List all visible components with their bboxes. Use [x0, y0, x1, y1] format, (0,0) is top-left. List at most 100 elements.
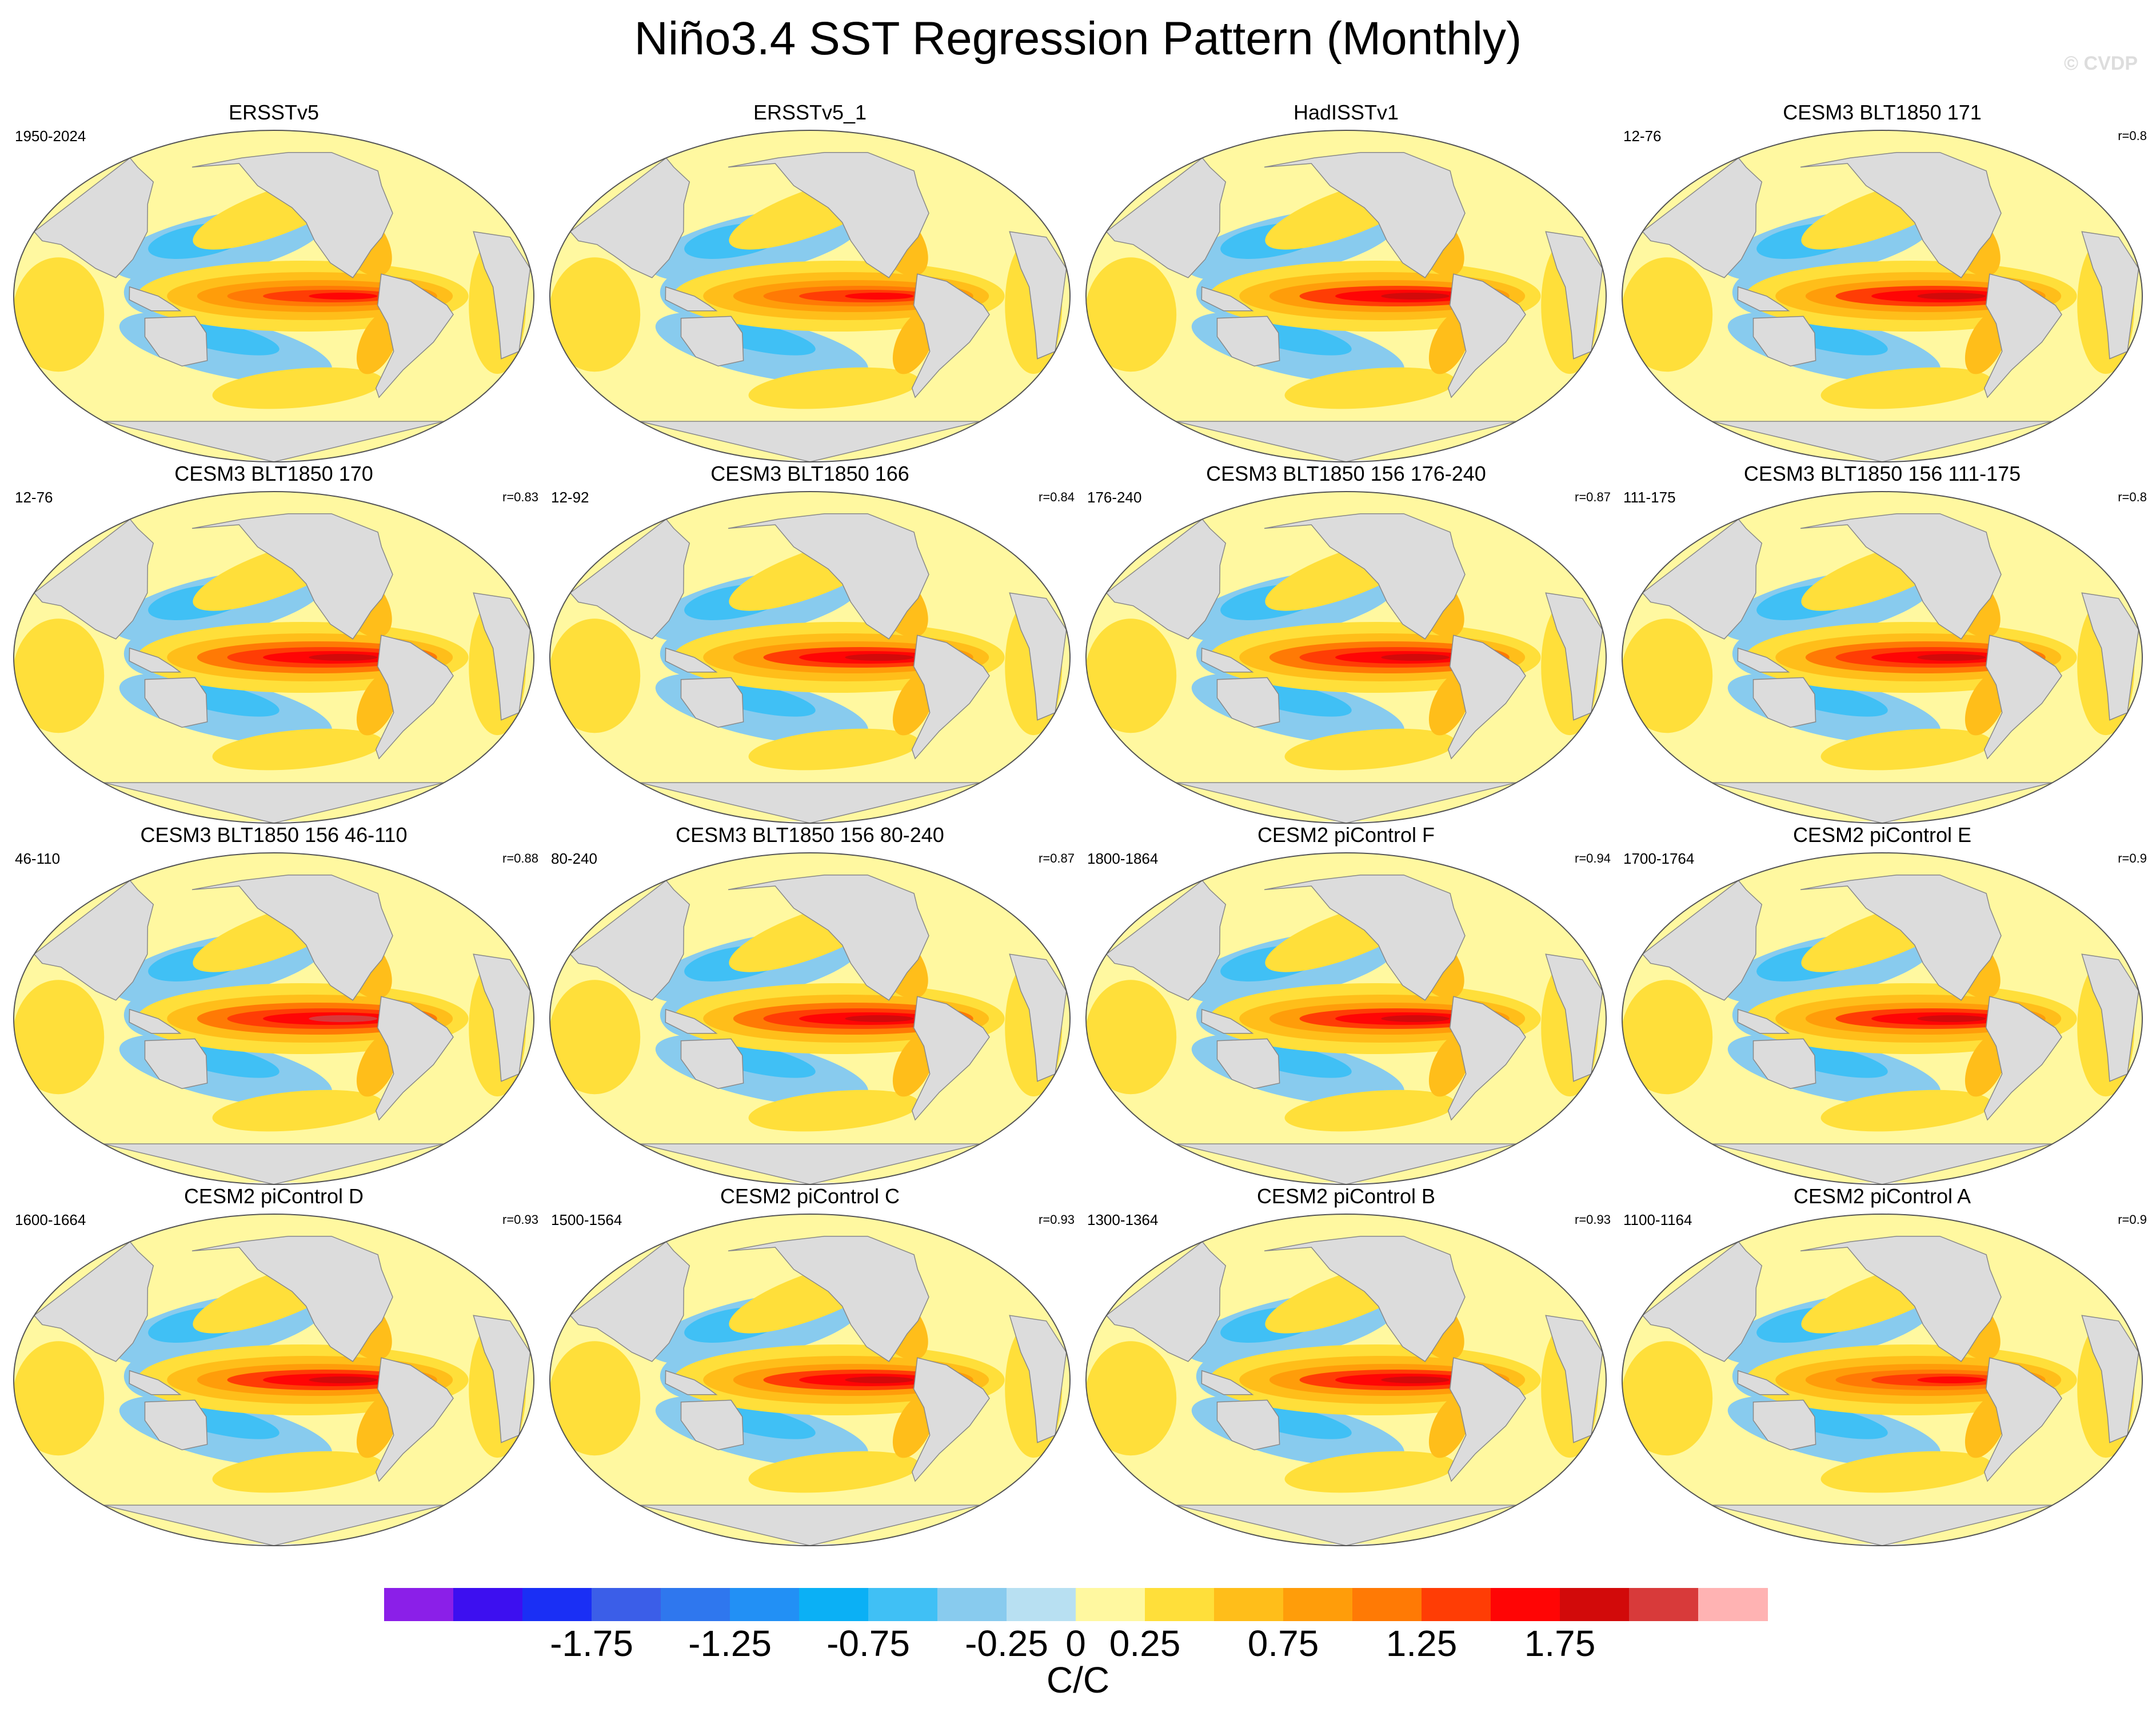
regression-contour	[309, 654, 378, 661]
regression-contour	[550, 257, 641, 372]
colorbar-swatch	[1629, 1588, 1699, 1621]
regression-contour	[14, 1341, 105, 1456]
map-panel: ERSSTv5 1950-2024	[6, 100, 542, 466]
panel-period: 12-76	[15, 489, 53, 506]
panel-title: CESM3 BLT1850 156 80-240	[676, 823, 944, 847]
robinson-map	[1622, 852, 2143, 1185]
land-mass	[1105, 880, 1227, 1001]
map-panel: CESM2 piControl E 1700-1764 r=0.9	[1614, 823, 2150, 1188]
colorbar-tick-label: -0.25	[965, 1623, 1048, 1664]
land-mass	[2081, 592, 2139, 721]
panel-title: CESM2 piControl C	[720, 1184, 900, 1208]
robinson-map	[1085, 491, 1607, 824]
land-mass	[375, 996, 454, 1121]
figure-title: Niño3.4 SST Regression Pattern (Monthly)	[634, 13, 1522, 65]
land-mass	[1175, 1143, 1517, 1184]
colorbar-tick-label: 0.75	[1247, 1623, 1319, 1664]
land-mass	[1216, 316, 1280, 367]
land-mass	[1105, 1241, 1227, 1362]
robinson-map	[1622, 1214, 2143, 1546]
colorbar-swatch	[1076, 1588, 1145, 1621]
regression-contour	[1284, 728, 1456, 771]
regression-contour	[1820, 1090, 1992, 1132]
panel-correlation: r=0.87	[1575, 490, 1611, 504]
land-mass	[665, 647, 718, 673]
land-mass	[1752, 677, 1816, 728]
regression-contour	[1622, 1341, 1713, 1456]
colorbar-tick-label: 0.25	[1109, 1623, 1181, 1664]
colorbar-swatch	[661, 1588, 730, 1621]
land-mass	[1175, 782, 1517, 823]
colorbar-swatch	[522, 1588, 592, 1621]
regression-contour	[1284, 367, 1456, 409]
panel-title: CESM3 BLT1850 156 176-240	[1206, 462, 1486, 485]
land-mass	[33, 518, 154, 640]
colorbar-swatch	[384, 1588, 454, 1621]
copyright-label: © CVDP	[2064, 53, 2138, 74]
land-mass	[129, 1370, 182, 1395]
robinson-map	[1622, 130, 2143, 462]
map-panel: CESM3 BLT1850 156 176-240 176-240 r=0.87	[1078, 461, 1614, 827]
land-mass	[1105, 157, 1227, 278]
land-mass	[1264, 513, 1466, 640]
map-panel: CESM3 BLT1850 170 12-76 r=0.83	[6, 461, 542, 827]
robinson-map	[13, 1214, 534, 1546]
regression-contour	[748, 1451, 920, 1493]
land-mass	[1983, 1357, 2062, 1482]
regression-contour	[1820, 1451, 1992, 1493]
map-outline	[549, 491, 1071, 824]
regression-contour	[1086, 257, 1177, 372]
regression-contour	[1086, 980, 1177, 1095]
land-mass	[129, 286, 182, 312]
map-outline	[549, 130, 1071, 462]
land-mass	[1201, 286, 1254, 312]
land-mass	[728, 1235, 929, 1362]
regression-contour	[1622, 618, 1713, 733]
panel-correlation: r=0.8	[2118, 490, 2147, 504]
land-mass	[1642, 1241, 1763, 1362]
panel-title: CESM2 piControl B	[1256, 1184, 1436, 1208]
colorbar-tick-label: -0.75	[827, 1623, 910, 1664]
land-mass	[103, 782, 445, 823]
regression-contour	[1086, 1341, 1177, 1456]
panel-correlation: r=0.94	[1575, 851, 1611, 865]
panel-title: ERSSTv5	[228, 101, 320, 124]
regression-contour	[1820, 728, 1992, 771]
colorbar-swatch	[1698, 1588, 1768, 1621]
robinson-map	[549, 1214, 1071, 1546]
regression-contour	[1381, 1015, 1450, 1022]
land-mass	[1642, 518, 1763, 640]
map-outline	[13, 852, 534, 1185]
land-mass	[103, 1143, 445, 1184]
panel-period: 1300-1364	[1087, 1211, 1159, 1228]
map-panel: CESM3 BLT1850 156 46-110 46-110 r=0.88	[6, 823, 542, 1188]
regression-contour	[309, 1015, 378, 1022]
land-mass	[569, 157, 690, 278]
land-mass	[1711, 421, 2053, 462]
land-mass	[1737, 1370, 1790, 1395]
land-mass	[1264, 1235, 1466, 1362]
panel-title: CESM3 BLT1850 156 46-110	[140, 823, 408, 847]
land-mass	[1642, 880, 1763, 1001]
colorbar-swatch	[799, 1588, 869, 1621]
colorbar-swatch	[868, 1588, 938, 1621]
regression-contour	[845, 293, 914, 300]
regression-contour	[1284, 1090, 1456, 1132]
land-mass	[728, 513, 929, 640]
panel-correlation: r=0.93	[502, 1212, 538, 1227]
regression-contour	[212, 728, 384, 771]
colorbar-swatch	[1283, 1588, 1353, 1621]
regression-contour	[845, 654, 914, 661]
land-mass	[680, 316, 744, 367]
robinson-map	[1622, 491, 2143, 824]
land-mass	[129, 647, 182, 673]
land-mass	[1737, 647, 1790, 673]
land-mass	[1983, 273, 2062, 398]
land-mass	[1800, 1235, 2002, 1362]
robinson-map	[1085, 130, 1607, 462]
panel-correlation: r=0.8	[2118, 129, 2147, 143]
land-mass	[144, 316, 208, 367]
map-panel: CESM2 piControl C 1500-1564 r=0.93	[542, 1184, 1078, 1550]
map-outline	[1085, 852, 1607, 1185]
panel-period: 1100-1164	[1623, 1211, 1692, 1228]
